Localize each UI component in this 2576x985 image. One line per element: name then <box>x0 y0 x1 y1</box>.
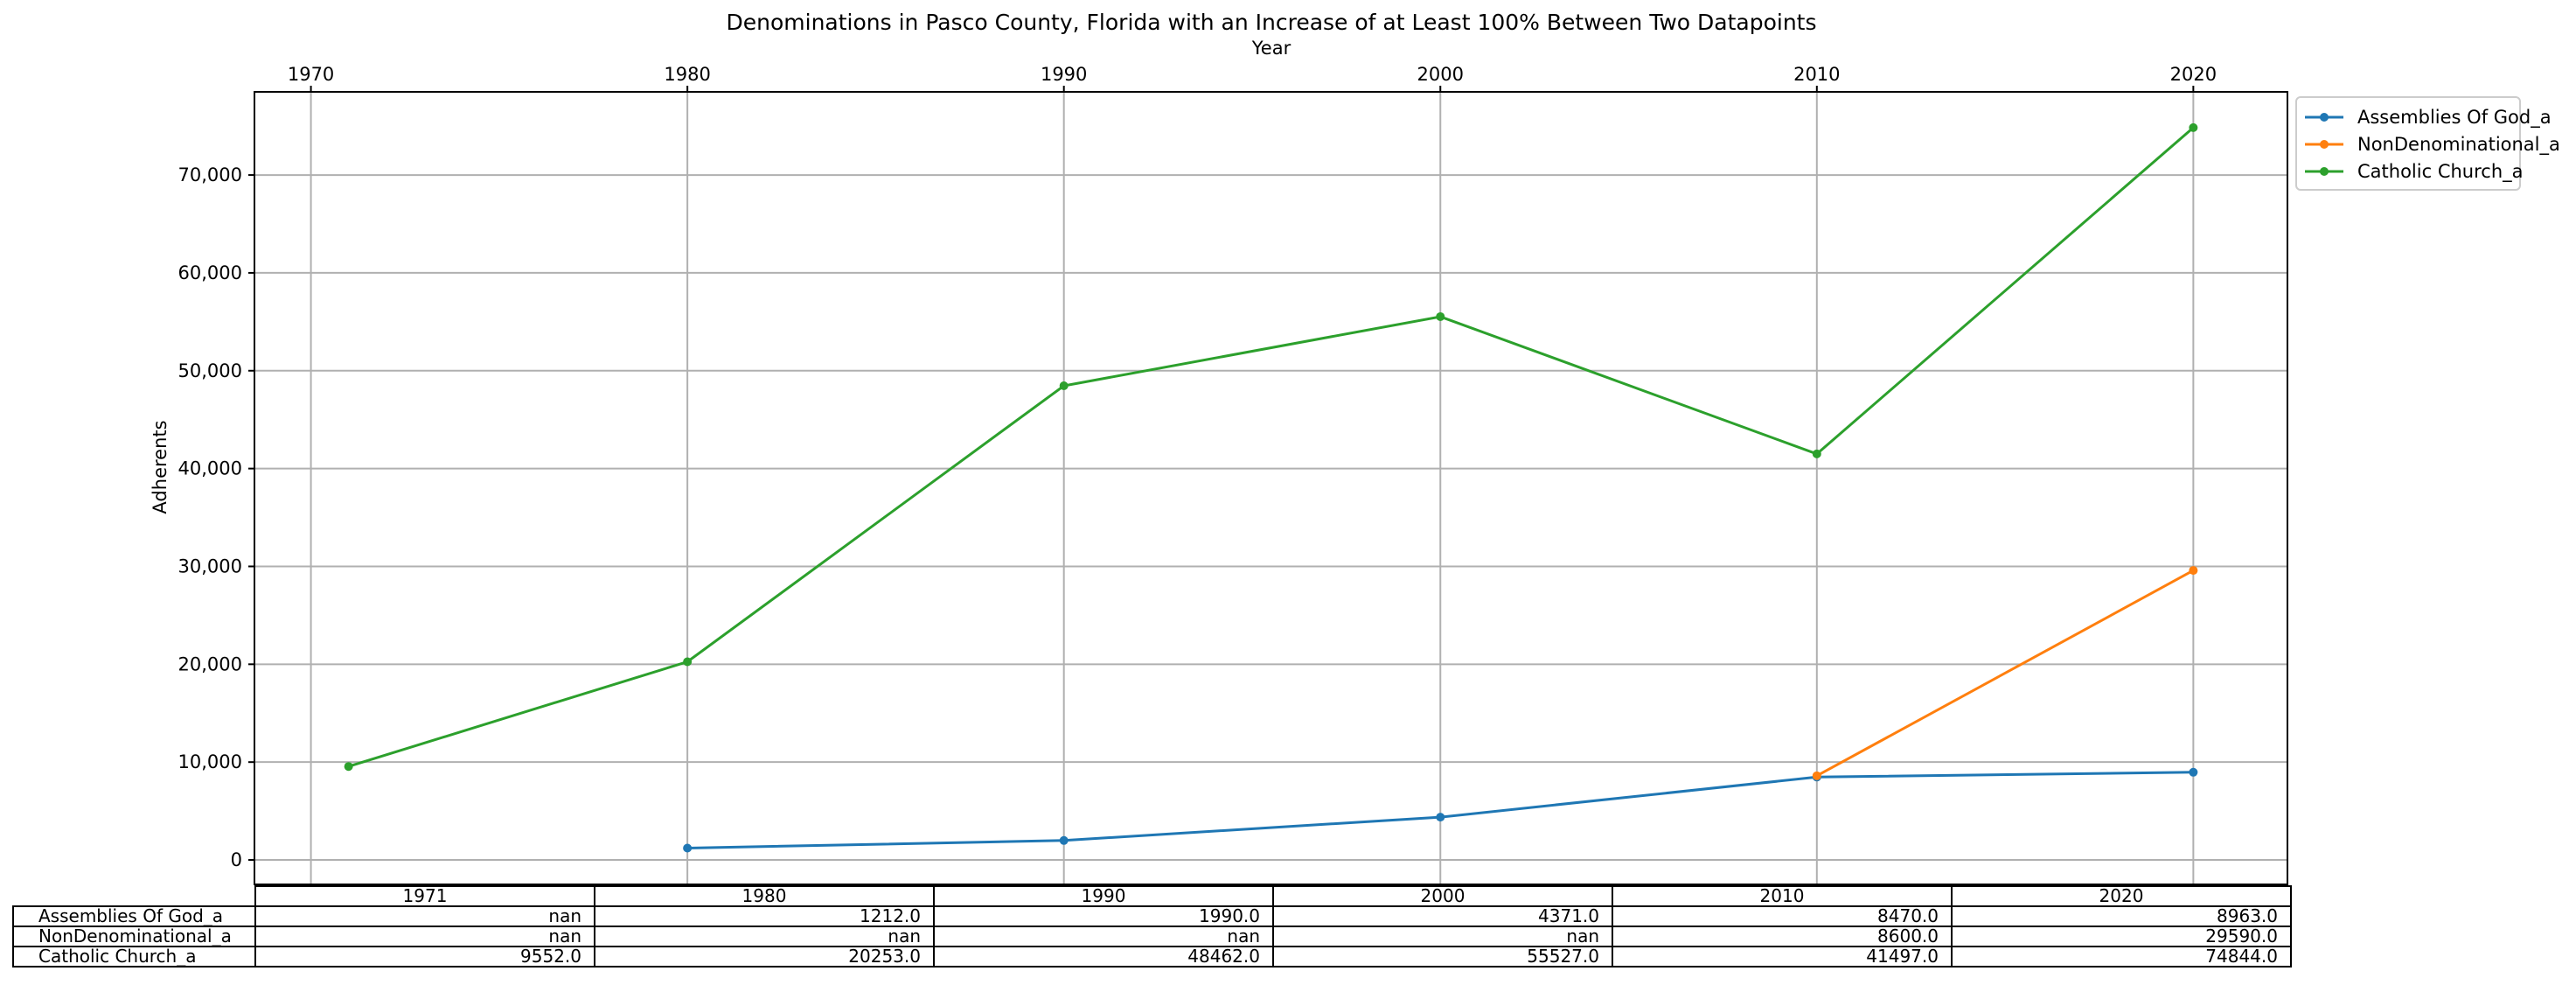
legend-item: Assemblies Of God_a <box>2305 107 2552 129</box>
table-cell: 41497.0 <box>1612 946 1953 968</box>
grid-lines <box>254 92 2287 884</box>
legend-label: Assemblies Of God_a <box>2357 107 2552 129</box>
data-point <box>344 762 353 772</box>
series-line <box>1816 569 2195 778</box>
data-point <box>1059 835 1069 845</box>
x-tick-label: 1970 <box>288 64 334 85</box>
table-cell: 9552.0 <box>254 946 595 968</box>
plot-area-frame <box>254 91 2288 885</box>
legend-frame <box>2295 96 2521 191</box>
table-cell: nan <box>933 926 1274 947</box>
x-tick-label: 2020 <box>2170 64 2217 85</box>
y-axis-label: Adherents <box>150 420 171 513</box>
legend-label: Catholic Church_a <box>2357 161 2524 183</box>
table-cell: 1990.0 <box>933 905 1274 927</box>
legend-item: Catholic Church_a <box>2305 161 2524 183</box>
table-row: Catholic Church_a 9552.0 20253.0 48462.0 555… <box>12 946 2292 968</box>
y-tick-label: 0 <box>231 849 242 870</box>
y-tick-label: 30,000 <box>178 555 242 576</box>
y-tick-label: 40,000 <box>178 458 242 479</box>
table-cell: 48462.0 <box>933 946 1274 968</box>
data-point <box>1436 311 1445 321</box>
table-row: NonDenominational_a nan nan nan nan 8600.0 295… <box>12 926 2292 947</box>
series-lines <box>344 122 2198 853</box>
x-tick-label: 1980 <box>664 64 710 85</box>
table-cell: 74844.0 <box>1951 946 2292 968</box>
y-tick-label: 70,000 <box>178 164 242 185</box>
x-tick-label: 1990 <box>1041 64 1087 85</box>
chart-title: Denominations in Pasco County, Florida w… <box>727 10 1817 35</box>
table-column-header: 1971 <box>254 885 595 907</box>
data-point <box>2189 122 2198 132</box>
data-point <box>683 843 693 853</box>
data-table: 1971 1980 1990 2000 2010 2020 Assemblies Of Go… <box>12 885 2292 968</box>
x-tick-label: 2010 <box>1793 64 1840 85</box>
table-column-header: 2000 <box>1272 885 1613 907</box>
table-cell: nan <box>254 905 595 927</box>
table-cell: 8470.0 <box>1612 905 1953 927</box>
table-row-label: Catholic Church_a <box>12 946 256 968</box>
table-cell: 20253.0 <box>594 946 935 968</box>
y-tick-label: 10,000 <box>178 751 242 772</box>
y-tick-label: 50,000 <box>178 360 242 381</box>
data-point <box>1812 771 1821 780</box>
series-0 <box>683 767 2198 853</box>
legend-marker <box>2320 113 2329 122</box>
table-cell: nan <box>594 926 935 947</box>
data-point <box>2189 767 2198 777</box>
table-cell: 1212.0 <box>594 905 935 927</box>
table-row: Assemblies Of God_a nan 1212.0 1990.0 4371.0… <box>12 905 2292 927</box>
series-line <box>348 126 2195 768</box>
legend-marker <box>2320 140 2329 149</box>
table-row-label: NonDenominational_a <box>12 926 256 947</box>
table-column-header: 1980 <box>594 885 935 907</box>
y-tick-label: 60,000 <box>178 262 242 283</box>
axis-ticks: 1970 1980 1990 2000 2010 2020 0 10,000 20,000 30,… <box>178 64 2217 870</box>
x-axis-label: Year <box>1251 38 1291 59</box>
legend-marker <box>2320 167 2329 176</box>
y-tick-label: 20,000 <box>178 653 242 674</box>
table-cell: nan <box>1272 926 1613 947</box>
legend: Assemblies Of God_a NonDenominational_a Ca… <box>2295 96 2560 191</box>
data-point <box>1059 381 1069 390</box>
table-column-header: 1990 <box>933 885 1274 907</box>
table-cell: 8963.0 <box>1951 905 2292 927</box>
table-cell: 55527.0 <box>1272 946 1613 968</box>
data-point <box>1812 449 1821 458</box>
table-header-row: 1971 1980 1990 2000 2010 2020 <box>13 885 2292 907</box>
data-point <box>683 657 693 667</box>
table-cell: 8600.0 <box>1612 926 1953 947</box>
table-cell: 29590.0 <box>1951 926 2292 947</box>
table-column-header: 2010 <box>1612 885 1953 907</box>
data-point <box>1436 813 1445 822</box>
table-column-header: 2020 <box>1951 885 2292 907</box>
table-cell: nan <box>254 926 595 947</box>
table-row-label: Assemblies Of God_a <box>12 905 256 927</box>
series-1 <box>1812 566 2198 780</box>
x-tick-label: 2000 <box>1417 64 1464 85</box>
series-2 <box>344 122 2198 772</box>
legend-item: NonDenominational_a <box>2305 134 2560 156</box>
table-cell: 4371.0 <box>1272 905 1613 927</box>
legend-label: NonDenominational_a <box>2357 134 2560 156</box>
table-corner <box>13 886 255 906</box>
data-point <box>2189 566 2198 576</box>
